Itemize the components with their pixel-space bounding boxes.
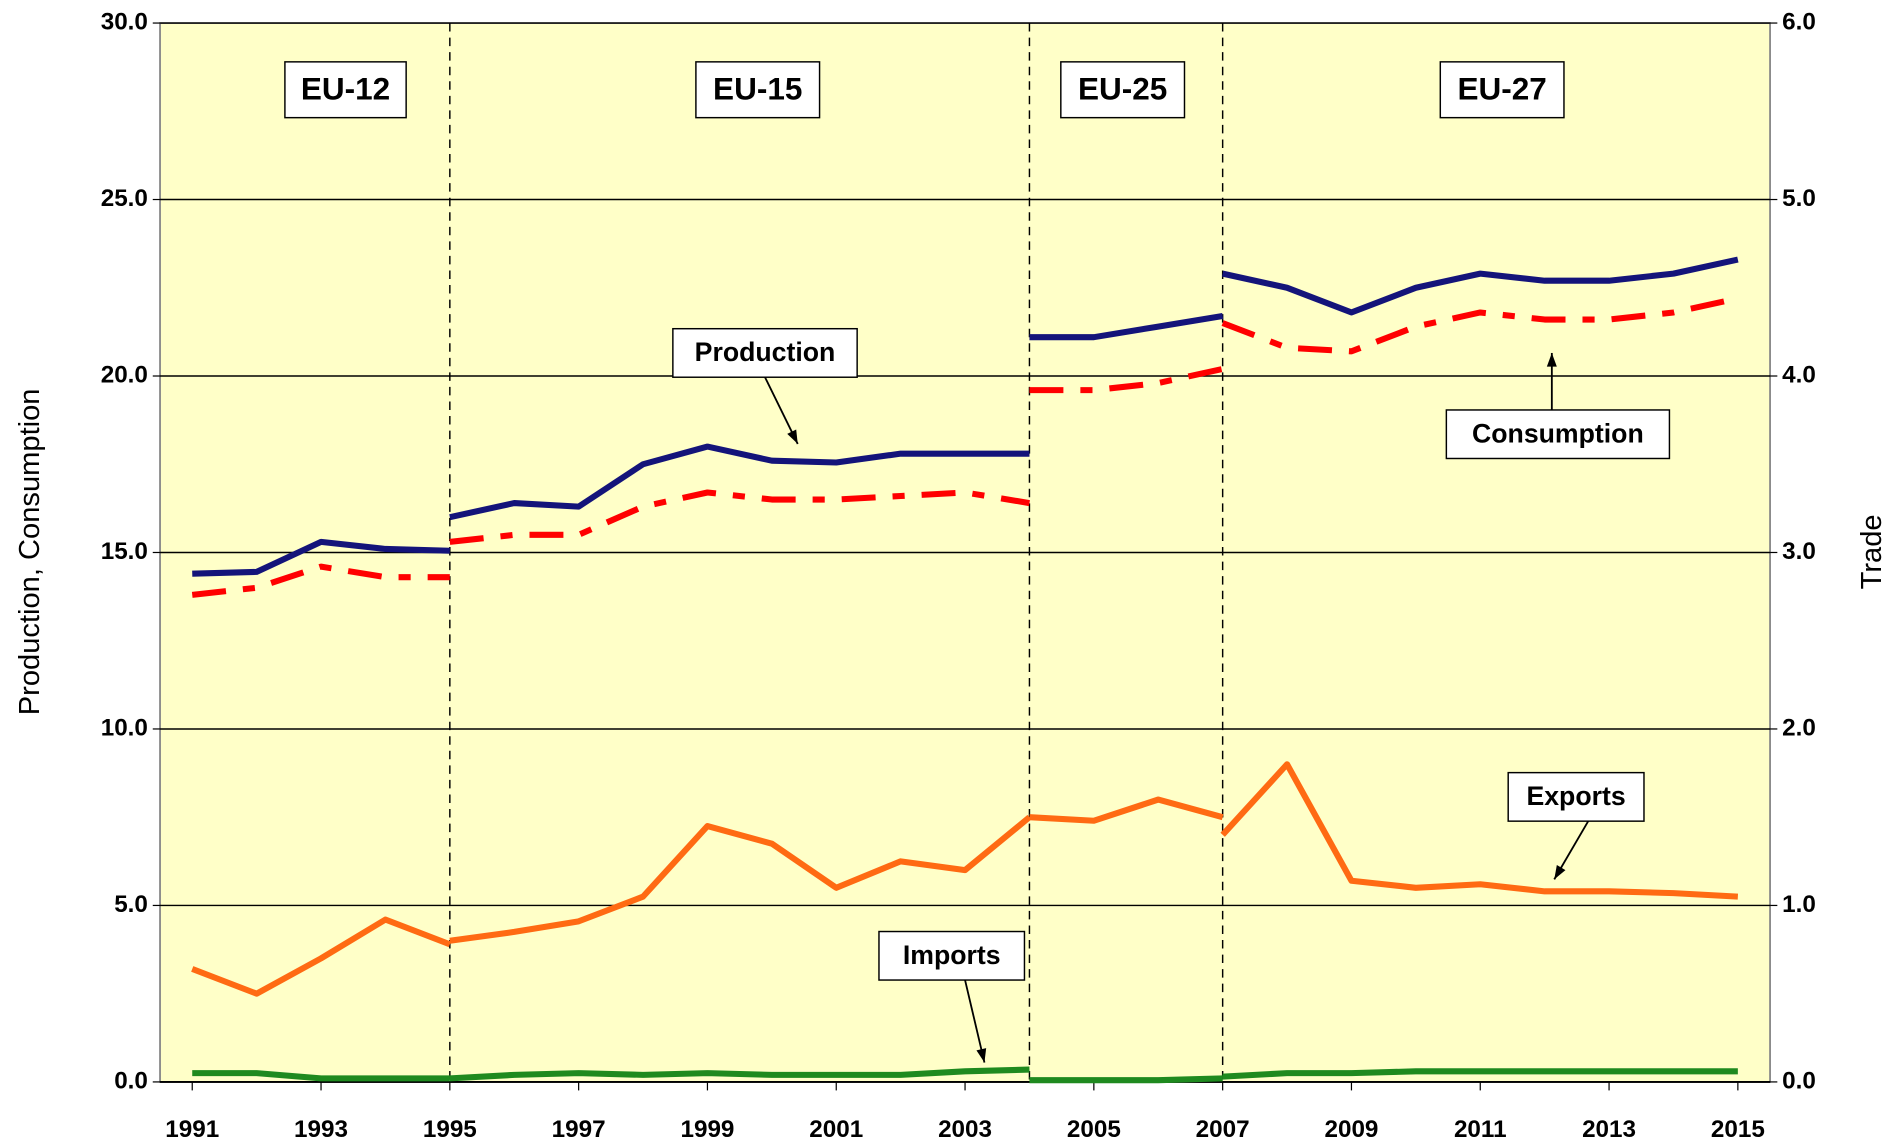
x-tick-label: 2003 xyxy=(938,1116,992,1143)
series-line xyxy=(191,761,1739,997)
y-tick-label: 15.0 xyxy=(101,538,148,565)
y2-tick-label: 5.0 xyxy=(1782,185,1816,212)
series-annotation: Imports xyxy=(903,940,1001,970)
period-label-box xyxy=(1060,61,1186,119)
y-tick-label: 30.0 xyxy=(101,8,148,35)
period-label: EU-27 xyxy=(1457,70,1546,106)
y-tick-label: 20.0 xyxy=(101,361,148,388)
y-tick-label: 10.0 xyxy=(101,714,148,741)
x-tick-label: 2015 xyxy=(1711,1116,1765,1143)
series-annotation-box xyxy=(1445,409,1671,460)
x-tick-label: 2011 xyxy=(1454,1116,1507,1143)
y-axis-label: Production, Consumption xyxy=(14,388,46,715)
x-tick-label: 2005 xyxy=(1067,1116,1121,1143)
x-tick-label: 1997 xyxy=(552,1116,606,1143)
annotation-arrowhead xyxy=(787,429,798,444)
period-label-box xyxy=(1439,61,1565,119)
series-annotation-box xyxy=(878,930,1026,981)
x-tick-label: 1991 xyxy=(165,1116,219,1143)
series-annotation: Exports xyxy=(1526,781,1625,811)
series-line xyxy=(192,256,1739,577)
x-tick-label: 1995 xyxy=(423,1116,477,1143)
y2-tick-label: 2.0 xyxy=(1782,714,1816,741)
series-annotation: Production xyxy=(695,337,836,367)
y2-axis-label: Trade xyxy=(1856,514,1888,589)
x-tick-label: 2007 xyxy=(1196,1116,1250,1143)
x-tick-label: 2001 xyxy=(809,1116,863,1143)
annotation-arrowhead xyxy=(1546,352,1557,367)
period-label-box xyxy=(284,61,407,119)
series-annotation-box xyxy=(672,327,858,378)
y-tick-label: 5.0 xyxy=(114,891,148,918)
x-tick-label: 1999 xyxy=(680,1116,734,1143)
series-line xyxy=(191,295,1739,598)
series-line xyxy=(192,1066,1738,1084)
x-tick-label: 2009 xyxy=(1324,1116,1378,1143)
annotation-arrowhead xyxy=(976,1048,987,1063)
y2-tick-label: 6.0 xyxy=(1782,8,1816,35)
series-annotation-box xyxy=(1507,771,1645,822)
y2-tick-label: 3.0 xyxy=(1782,538,1816,565)
period-label: EU-25 xyxy=(1078,70,1167,106)
y-tick-label: 25.0 xyxy=(101,185,148,212)
period-label: EU-15 xyxy=(713,70,802,106)
x-tick-label: 1993 xyxy=(294,1116,348,1143)
annotation-arrow xyxy=(964,979,986,1063)
period-label: EU-12 xyxy=(301,70,390,106)
y2-tick-label: 4.0 xyxy=(1782,361,1816,388)
series-annotation: Consumption xyxy=(1472,418,1644,448)
y2-tick-label: 1.0 xyxy=(1782,891,1816,918)
y-tick-label: 0.0 xyxy=(114,1067,148,1094)
y2-tick-label: 0.0 xyxy=(1782,1067,1816,1094)
x-tick-label: 2013 xyxy=(1582,1116,1636,1143)
period-label-box xyxy=(695,61,821,119)
annotation-arrowhead xyxy=(1554,865,1566,880)
